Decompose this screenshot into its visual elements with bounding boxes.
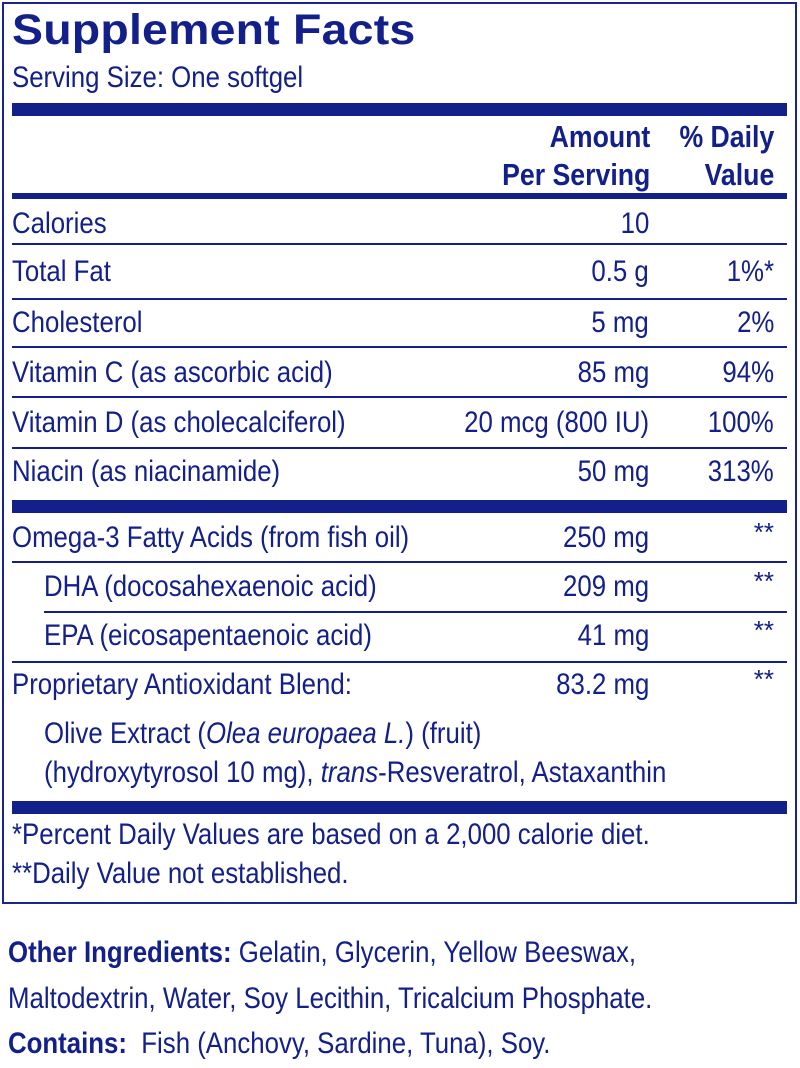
row-divider [12,661,787,663]
thick-divider [12,500,787,513]
nutrient-amount: 250 mg [562,521,649,554]
contains-label: Contains: [8,1027,127,1060]
nutrient-row-niacin: Niacin (as niacinamide) 50 mg 313% [12,447,787,497]
other-ingredients-text: Gelatin, Glycerin, Yellow Beeswax, [231,936,637,969]
nutrient-row-calories: Calories 10 [12,199,787,249]
nutrient-amount: 5 mg [591,306,649,339]
row-divider [12,243,787,245]
blend-text: (hydroxytyrosol 10 mg), [44,756,321,789]
contains-text: Fish (Anchovy, Sardine, Tuna), Soy. [126,1027,551,1060]
nutrient-dv: ** [753,517,774,547]
serving-size: Serving Size: One softgel [12,61,304,94]
nutrient-dv: ** [753,566,774,596]
nutrient-amount: 41 mg [577,619,649,652]
nutrient-row-antioxidant-blend: Proprietary Antioxidant Blend: 83.2 mg *… [12,660,787,710]
panel-title: Supplement Facts [12,6,416,54]
nutrient-row-omega-3: Omega-3 Fatty Acids (from fish oil) 250 … [12,513,787,563]
amount-header: Amount Per Serving [502,118,650,194]
blend-text: -Resveratrol, Astaxanthin [378,756,667,789]
supplement-facts-panel [2,2,797,904]
nutrient-amount: 85 mg [577,356,649,389]
blend-ingredients-line1: Olive Extract (Olea europaea L.) (fruit) [44,716,481,752]
nutrient-name: Vitamin C (as ascorbic acid) [12,356,333,389]
thick-divider [12,103,787,116]
thick-divider [12,801,787,814]
nutrient-dv: ** [753,664,774,694]
nutrient-name: Proprietary Antioxidant Blend: [12,668,352,701]
nutrient-row-cholesterol: Cholesterol 5 mg 2% [12,298,787,348]
blend-italic-prefix: trans [320,756,379,789]
nutrient-amount: 83.2 mg [555,668,649,701]
nutrient-dv: ** [753,615,774,645]
medium-divider [12,193,787,199]
other-ingredients-line2: Maltodextrin, Water, Soy Lecithin, Trica… [8,982,653,1015]
nutrient-row-vitamin-c: Vitamin C (as ascorbic acid) 85 mg 94% [12,348,787,398]
nutrient-dv: 94% [722,356,774,389]
nutrient-dv: 100% [708,406,774,439]
footnote-dv-not-established: **Daily Value not established. [12,857,349,890]
blend-text: Olive Extract ( [44,717,207,750]
nutrient-amount: 0.5 g [591,255,649,288]
dv-header-line2: Value [704,157,774,192]
nutrient-amount: 50 mg [577,455,649,488]
blend-latin-name: Olea europaea L. [206,717,406,750]
nutrient-dv: 2% [736,306,774,339]
row-divider [12,396,787,398]
nutrient-name: Niacin (as niacinamide) [12,455,281,488]
amount-header-line1: Amount [549,119,650,154]
row-divider [44,611,787,613]
row-divider [12,561,787,563]
nutrient-dv: 1%* [726,255,774,288]
nutrient-row-vitamin-d: Vitamin D (as cholecalciferol) 20 mcg (8… [12,398,787,448]
dv-header-line1: % Daily [679,119,774,154]
nutrient-name: Total Fat [12,255,111,288]
nutrient-name: Omega-3 Fatty Acids (from fish oil) [12,521,410,554]
other-ingredients-label: Other Ingredients: [8,936,232,969]
amount-header-line2: Per Serving [501,157,650,192]
nutrient-name: Vitamin D (as cholecalciferol) [12,406,346,439]
nutrient-row-epa: EPA (eicosapentaenoic acid) 41 mg ** [12,611,787,661]
nutrient-row-dha: DHA (docosahexaenoic acid) 209 mg ** [12,562,787,612]
nutrient-name: EPA (eicosapentaenoic acid) [44,619,372,652]
row-divider [12,298,787,300]
nutrient-row-total-fat: Total Fat 0.5 g 1%* [12,247,787,297]
nutrient-dv: 313% [708,455,774,488]
nutrient-amount: 20 mcg (800 IU) [464,406,649,439]
blend-text: ) (fruit) [405,717,482,750]
nutrient-amount: 209 mg [562,570,649,603]
footnote-percent-dv: *Percent Daily Values are based on a 2,0… [12,818,650,851]
row-divider [12,346,787,348]
blend-ingredients-line2: (hydroxytyrosol 10 mg), trans-Resveratro… [44,755,666,791]
nutrient-name: Cholesterol [12,306,143,339]
row-divider [12,447,787,449]
contains-line: Contains: Fish (Anchovy, Sardine, Tuna),… [8,1025,550,1063]
daily-value-header: % Daily Value [679,118,774,194]
other-ingredients-line1: Other Ingredients: Gelatin, Glycerin, Ye… [8,934,636,972]
nutrient-amount: 10 [620,207,649,240]
nutrient-name: DHA (docosahexaenoic acid) [44,570,377,603]
nutrient-name: Calories [12,207,107,240]
